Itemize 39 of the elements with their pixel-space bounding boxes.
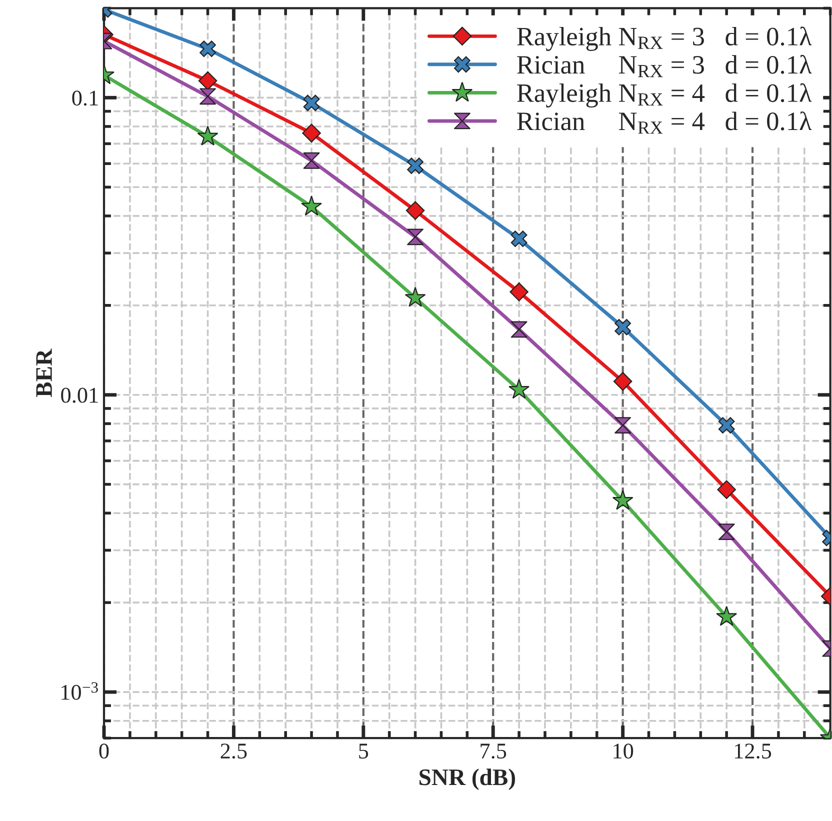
- x-tick-label: 2.5: [220, 744, 247, 759]
- point: [406, 201, 425, 220]
- x-tick-label: 7.5: [480, 744, 506, 759]
- legend-label: Rayleigh N$_{RX}$ = 4 d = 0.1λ: [517, 83, 812, 108]
- point: [407, 158, 424, 174]
- legend-label: Rician N$_{RX}$ = 4 d = 0.1λ: [517, 111, 812, 134]
- x-tick-label: 12.5: [735, 744, 772, 759]
- point: [510, 321, 528, 338]
- y-axis-title: BER: [36, 348, 52, 398]
- legend-label: Rayleigh N$_{RX}$ = 3 d = 0.1λ: [517, 26, 812, 51]
- point: [612, 490, 634, 510]
- y-tick-label: 10$^{−3}$: [62, 682, 98, 700]
- y-tick-label: 0.01: [61, 388, 98, 403]
- x-tick-label: 0: [99, 744, 109, 759]
- y-tick-label: 0.1: [72, 90, 98, 106]
- x-tick-label: 10: [614, 744, 634, 759]
- point: [614, 318, 632, 336]
- point: [301, 196, 322, 216]
- point: [716, 606, 738, 626]
- point: [302, 124, 321, 142]
- point: [198, 71, 218, 90]
- point: [407, 228, 424, 246]
- x-axis-title: SNR (dB): [420, 768, 516, 790]
- point: [510, 282, 528, 302]
- point: [200, 88, 216, 105]
- point: [718, 417, 735, 434]
- point: [510, 230, 528, 248]
- point: [303, 152, 320, 169]
- point: [404, 286, 426, 307]
- point: [200, 40, 216, 58]
- x-tick-label: 5: [359, 744, 368, 759]
- point: [717, 480, 736, 499]
- legend-label: Rician N$_{RX}$ = 3 d = 0.1λ: [517, 54, 812, 78]
- point: [613, 372, 632, 391]
- point: [303, 94, 320, 112]
- point: [197, 126, 218, 146]
- point: [508, 378, 530, 399]
- point: [614, 417, 632, 434]
- point: [718, 524, 735, 540]
